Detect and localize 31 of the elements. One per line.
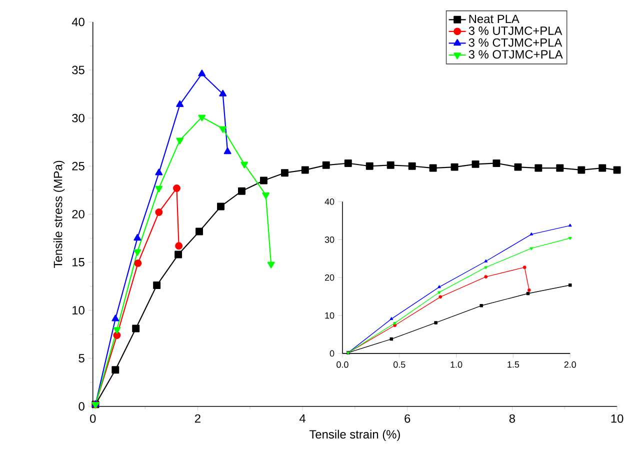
y-tick-label: 0 — [330, 350, 334, 356]
x-tick-label: 4 — [299, 414, 306, 422]
y-tick-label: 25 — [72, 162, 84, 170]
y-tick-label: 40 — [324, 198, 334, 205]
y-tick-label: 5 — [78, 354, 84, 362]
y-tick-label: 0 — [78, 402, 84, 410]
legend-label: 3 % CTJMC+PLA — [468, 38, 562, 47]
legend-label: 3 % OTJMC+PLA — [468, 50, 563, 58]
x-tick-label: 6 — [404, 414, 410, 423]
x-tick-label: 10 — [611, 414, 624, 423]
x-tick-label: 0.0 — [336, 361, 348, 368]
y-tick-label: 30 — [324, 236, 334, 243]
y-tick-label: 20 — [325, 274, 334, 281]
x-tick-label: 0 — [90, 414, 96, 423]
x-tick-label: 1.5 — [508, 361, 520, 368]
x-tick-label: 1.0 — [450, 361, 462, 368]
x-tick-label: 8 — [509, 414, 516, 423]
y-tick-label: 35 — [72, 66, 84, 74]
legend-label: 3 % UTJMC+PLA — [468, 26, 562, 35]
legend-label: Neat PLA — [469, 14, 520, 24]
y-tick-label: 10 — [325, 312, 334, 319]
x-tick-label: 2 — [194, 414, 200, 423]
x-axis-title: Tensile strain (%) — [309, 430, 400, 441]
x-tick-label: 0.5 — [394, 361, 406, 368]
y-axis-title: Tensile stress (MPa) — [53, 160, 65, 268]
y-tick-label: 15 — [72, 258, 84, 266]
y-tick-label: 10 — [72, 306, 84, 314]
y-tick-label: 40 — [72, 18, 84, 26]
y-tick-label: 30 — [72, 114, 84, 122]
x-tick-label: 2.0 — [564, 361, 576, 368]
y-tick-label: 20 — [72, 210, 84, 218]
